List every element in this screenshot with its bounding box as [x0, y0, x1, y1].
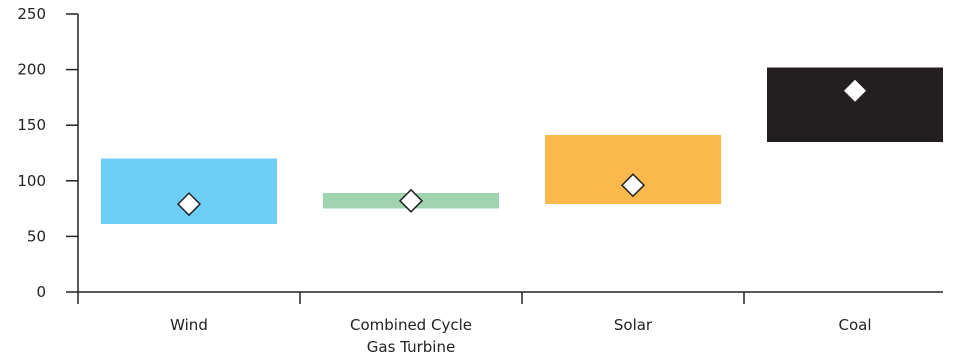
x-tick-label: Solar: [614, 316, 653, 334]
x-tick-label: Wind: [170, 316, 208, 334]
x-axis: Wind Combined Cycle Gas Turbine Solar Coal: [77, 291, 943, 356]
mean-marker: [844, 79, 866, 102]
y-tick-label: 0: [36, 283, 46, 301]
mean-marker: [398, 188, 424, 213]
mean-marker: [620, 173, 646, 198]
x-tick-label: Coal: [838, 316, 871, 334]
range-bar: [767, 67, 943, 142]
markers: [176, 79, 866, 217]
mean-marker: [176, 192, 202, 217]
range-bars: [101, 67, 943, 225]
x-tick-label: Combined Cycle Gas Turbine: [350, 316, 472, 356]
x-tick-label-line: Solar: [614, 316, 653, 334]
x-tick-label-line: Coal: [838, 316, 871, 334]
y-tick-label: 250: [17, 5, 46, 23]
y-axis: 0 50 100 150 200 250: [17, 5, 79, 301]
x-tick-label-line: Wind: [170, 316, 208, 334]
x-tick-label-line: Gas Turbine: [367, 338, 455, 356]
x-tick-label-line: Combined Cycle: [350, 316, 472, 334]
y-tick-label: 200: [17, 61, 46, 79]
y-tick-label: 150: [17, 116, 46, 134]
y-tick-label: 50: [27, 227, 46, 245]
y-tick-label: 100: [17, 172, 46, 190]
